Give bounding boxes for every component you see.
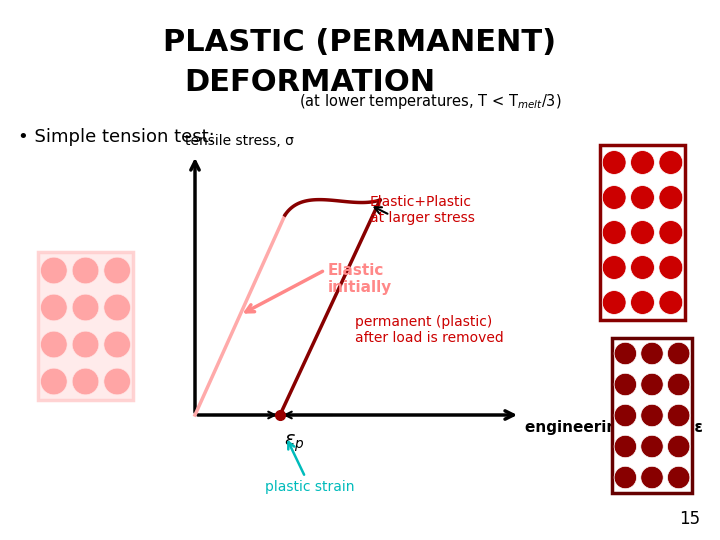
Circle shape [104, 331, 130, 358]
Circle shape [602, 255, 626, 279]
Circle shape [659, 186, 683, 210]
Circle shape [667, 373, 690, 396]
FancyBboxPatch shape [612, 338, 692, 493]
Circle shape [667, 435, 690, 458]
Circle shape [659, 151, 683, 174]
Text: plastic strain: plastic strain [265, 442, 355, 494]
Circle shape [631, 255, 654, 279]
Circle shape [72, 257, 99, 284]
Circle shape [614, 404, 636, 427]
Circle shape [104, 294, 130, 321]
Circle shape [40, 294, 67, 321]
Circle shape [72, 294, 99, 321]
Circle shape [614, 342, 636, 365]
Circle shape [602, 291, 626, 314]
Circle shape [667, 404, 690, 427]
Circle shape [40, 368, 67, 395]
Circle shape [641, 373, 663, 396]
Text: • Simple tension test:: • Simple tension test: [18, 128, 215, 146]
Circle shape [641, 404, 663, 427]
Circle shape [602, 186, 626, 210]
Text: engineering strain, ε: engineering strain, ε [525, 420, 703, 435]
Text: permanent (plastic)
after load is removed: permanent (plastic) after load is remove… [355, 315, 504, 345]
Text: Elastic
initially: Elastic initially [328, 263, 392, 295]
Circle shape [667, 342, 690, 365]
Text: (at lower temperatures, T < T$_{melt}$/3): (at lower temperatures, T < T$_{melt}$/3… [299, 92, 562, 111]
Text: Elastic+Plastic
at larger stress: Elastic+Plastic at larger stress [370, 195, 475, 225]
Circle shape [602, 151, 626, 174]
Text: $\varepsilon_p$: $\varepsilon_p$ [284, 433, 305, 455]
Circle shape [631, 151, 654, 174]
Circle shape [659, 221, 683, 245]
Circle shape [641, 467, 663, 489]
Text: tensile stress, σ: tensile stress, σ [185, 134, 294, 148]
Circle shape [631, 221, 654, 245]
Circle shape [104, 257, 130, 284]
Circle shape [641, 342, 663, 365]
Circle shape [72, 368, 99, 395]
Circle shape [40, 257, 67, 284]
Circle shape [72, 331, 99, 358]
Circle shape [659, 291, 683, 314]
Circle shape [614, 373, 636, 396]
Text: 15: 15 [679, 510, 700, 528]
Circle shape [631, 186, 654, 210]
Circle shape [40, 331, 67, 358]
Circle shape [659, 255, 683, 279]
Circle shape [631, 291, 654, 314]
Circle shape [667, 467, 690, 489]
FancyBboxPatch shape [38, 252, 133, 400]
Circle shape [641, 435, 663, 458]
Circle shape [104, 368, 130, 395]
Text: PLASTIC (PERMANENT): PLASTIC (PERMANENT) [163, 28, 557, 57]
Circle shape [602, 221, 626, 245]
FancyBboxPatch shape [600, 145, 685, 320]
Text: DEFORMATION: DEFORMATION [184, 68, 436, 97]
Circle shape [614, 467, 636, 489]
Circle shape [614, 435, 636, 458]
